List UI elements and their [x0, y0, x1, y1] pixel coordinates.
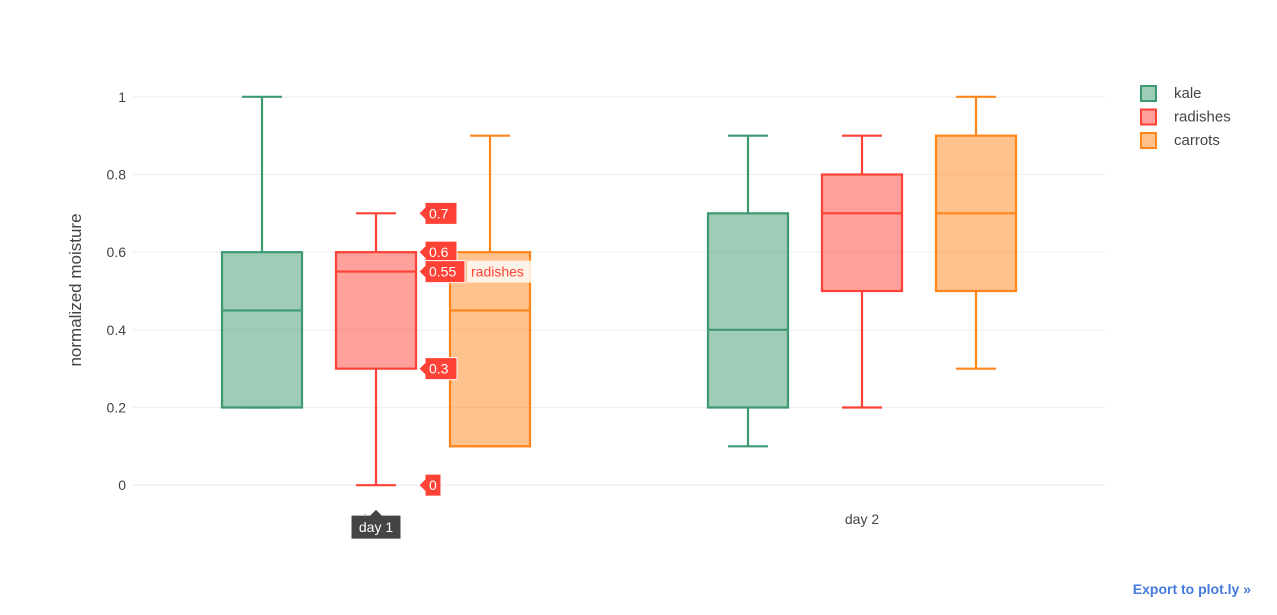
legend-label: kale [1174, 85, 1202, 102]
legend-item-carrots[interactable]: carrots [1140, 132, 1220, 149]
hover-label-box [418, 357, 458, 381]
box-trace-carrots [448, 95, 1018, 448]
y-tick-label: 0.8 [107, 167, 127, 183]
legend-label: carrots [1174, 132, 1220, 149]
legend-swatch [1140, 132, 1157, 149]
hover-x-text: day 1 [359, 519, 393, 535]
box-body [220, 251, 304, 409]
hover-label: 0.55 radishes [418, 260, 539, 284]
hover-label-text: 0.6 [429, 244, 449, 260]
hover-label: 0.6 [418, 240, 458, 264]
hover-label-box [418, 260, 466, 284]
hover-label-box [418, 473, 442, 497]
y-tick-label: 0.2 [107, 400, 127, 416]
y-tick-label: 0 [118, 477, 126, 493]
hover-x-label: day 1 [350, 508, 402, 540]
x-tick-label: day 2 [845, 511, 879, 527]
box-body [334, 251, 418, 370]
legend-item-radishes[interactable]: radishes [1140, 108, 1231, 126]
box-trace-radishes [334, 134, 904, 487]
box-body [820, 173, 904, 293]
legend-swatch [1140, 108, 1157, 126]
legend-item-kale[interactable]: kale [1140, 85, 1202, 102]
legend-swatch [1140, 85, 1157, 102]
box-body [706, 212, 790, 409]
y-tick-label: 1 [118, 89, 126, 105]
hover-series-bg [467, 260, 539, 283]
box-body [448, 251, 532, 448]
hover-x-box [350, 508, 402, 540]
hover-label: 0 [418, 473, 442, 497]
hover-label-text: 0 [429, 477, 437, 493]
hover-label-text: 0.7 [429, 205, 449, 221]
y-tick-label: 0.6 [107, 244, 127, 260]
export-to-plotly-link[interactable]: Export to plot.ly » [1132, 581, 1251, 597]
hover-series-name: radishes [471, 264, 524, 280]
box-traces[interactable] [220, 95, 1018, 487]
hover-labels: 0.7 0.6 0.55 radishes 0.3 0 day 1 [350, 201, 539, 540]
hover-label: 0.3 [418, 357, 458, 381]
hover-label-box [418, 240, 458, 264]
y-tick-labels: 0 0.2 0.4 0.6 0.8 1 [107, 89, 127, 493]
hover-label-box [418, 201, 458, 225]
y-axis-title: normalized moisture [66, 213, 85, 366]
hover-label-text: 0.55 [429, 264, 456, 280]
legend-label: radishes [1174, 109, 1231, 126]
legend[interactable]: kale radishes carrots [1140, 85, 1231, 149]
box-trace-kale [220, 95, 790, 448]
hover-label-text: 0.3 [429, 361, 449, 377]
hover-label: 0.7 [418, 201, 458, 225]
y-tick-label: 0.4 [107, 322, 127, 338]
